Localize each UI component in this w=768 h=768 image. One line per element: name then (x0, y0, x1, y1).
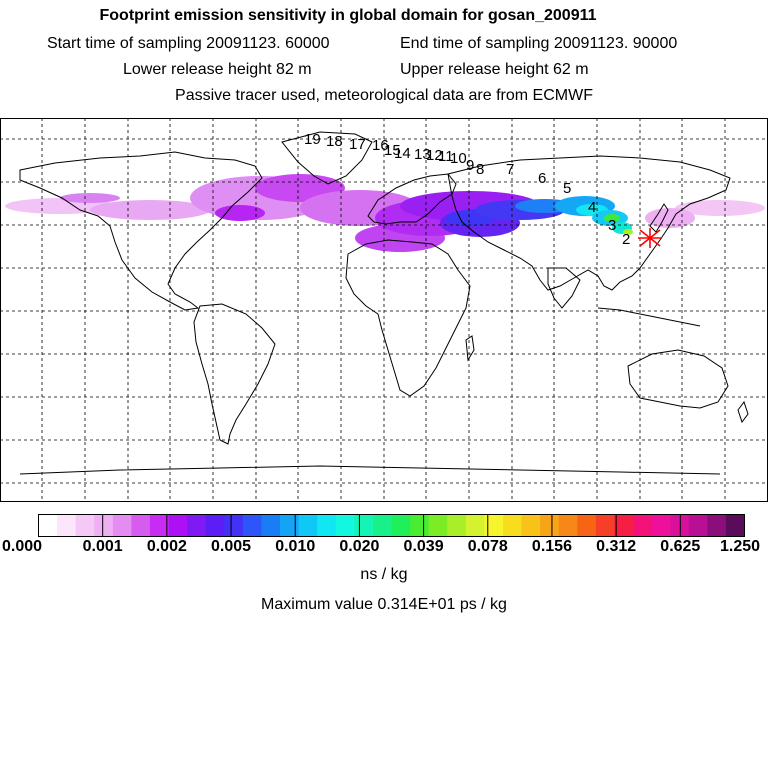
colorbar-tick-label: 0.000 (1, 538, 43, 555)
traj-label: 7 (506, 161, 514, 178)
traj-label: 16 (372, 137, 389, 154)
india (547, 267, 581, 309)
colorbar-cell (372, 514, 392, 537)
colorbar-tick-label: 0.625 (660, 538, 701, 555)
colorbar-cell (149, 514, 169, 537)
colorbar-cell (502, 514, 522, 537)
colorbar-tick-label: 0.039 (403, 538, 444, 555)
colorbar-cell (688, 514, 708, 537)
colorbar-cell (521, 514, 541, 537)
colorbar-cell (670, 514, 690, 537)
colorbar-cell (94, 514, 114, 537)
graticule (0, 118, 768, 502)
colorbar-cell (75, 514, 95, 537)
colorbar-cell (261, 514, 281, 537)
colorbar-cell (447, 514, 467, 537)
traj-label: 5 (563, 180, 571, 197)
asia (447, 155, 731, 291)
traj-label: 11 (438, 148, 454, 165)
footprint-plume (5, 174, 765, 252)
traj-label: 8 (476, 161, 484, 178)
colorbar-cell (224, 514, 244, 537)
traj-label: 6 (538, 170, 546, 187)
colorbar (38, 514, 745, 537)
colorbar-cell (57, 514, 77, 537)
greenland (281, 131, 373, 185)
traj-label: 12 (426, 147, 443, 164)
australia (627, 349, 729, 409)
traj-label: 3 (608, 217, 616, 234)
end-time-label: End time of sampling 20091123. 90000 (400, 35, 678, 52)
traj-label: 14 (394, 145, 411, 162)
colorbar-tick-label: 0.020 (339, 538, 380, 555)
madagascar (465, 335, 475, 362)
indonesia (597, 307, 701, 327)
colorbar-cell (577, 514, 597, 537)
trajectory-labels: 19 18 17 16 15 14 13 12 11 10 9 8 7 6 5 … (304, 131, 630, 248)
colorbar-cell (725, 514, 745, 537)
colorbar-cell (633, 514, 653, 537)
traj-label: 9 (466, 157, 474, 174)
colorbar-cell (131, 514, 151, 537)
start-time-label: Start time of sampling 20091123. 60000 (47, 35, 330, 52)
japan (649, 203, 669, 233)
colorbar-cell (38, 514, 58, 537)
colorbar-cell (242, 514, 262, 537)
colorbar-cell (317, 514, 337, 537)
colorbar-cell (614, 514, 634, 537)
colorbar-cell (484, 514, 504, 537)
south-america (193, 303, 276, 445)
colorbar-cell (540, 514, 560, 537)
colorbar-tick-label: 0.312 (596, 538, 637, 555)
colorbar-cell (112, 514, 132, 537)
colorbar-frame (38, 514, 745, 537)
colorbar-dividers (102, 514, 681, 537)
colorbar-tick-label: 0.156 (531, 538, 572, 555)
colorbar-tick-label: 0.010 (275, 538, 316, 555)
lower-height-label: Lower release height 82 m (123, 61, 312, 78)
colorbar-cell (595, 514, 615, 537)
maximum-value-label: Maximum value 0.314E+01 ps / kg (261, 596, 507, 613)
traj-label: 17 (349, 136, 366, 153)
colorbar-tick-label: 0.001 (82, 538, 123, 555)
colorbar-tick-label: 1.250 (719, 538, 761, 555)
traj-label: 10 (450, 150, 467, 167)
colorbar-cell (410, 514, 430, 537)
colorbar-cell (558, 514, 578, 537)
colorbar-cell (707, 514, 727, 537)
colorbar-cell (280, 514, 300, 537)
traj-label: 4 (588, 199, 596, 216)
colorbar-cell (651, 514, 671, 537)
world-map: 19 18 17 16 15 14 13 12 11 10 9 8 7 6 5 … (0, 118, 768, 502)
traj-label: 2 (622, 231, 630, 248)
upper-height-label: Upper release height 62 m (400, 61, 589, 78)
tracer-label: Passive tracer used, meteorological data… (175, 87, 593, 104)
colorbar-cell (428, 514, 448, 537)
colorbar-cell (354, 514, 374, 537)
colorbar-cell (168, 514, 188, 537)
colorbar-tick-label: 0.005 (211, 538, 252, 555)
release-marker (638, 228, 662, 248)
colorbar-cell (298, 514, 318, 537)
traj-label: 15 (384, 142, 401, 159)
antarctica (19, 465, 721, 475)
colorbar-tick-label: 0.078 (467, 538, 508, 555)
colorbar-cells (38, 514, 745, 537)
colorbar-cell (465, 514, 485, 537)
colorbar-unit: ns / kg (360, 566, 408, 583)
colorbar-cell (391, 514, 411, 537)
traj-label: 19 (304, 131, 321, 148)
colorbar-cell (335, 514, 355, 537)
map-title: Footprint emission sensitivity in global… (99, 7, 597, 24)
colorbar-cell (187, 514, 207, 537)
traj-label: 18 (326, 133, 343, 150)
north-america (19, 151, 263, 311)
new-zealand (737, 400, 749, 424)
colorbar-tick-label: 0.002 (146, 538, 187, 555)
colorbar-cell (205, 514, 225, 537)
traj-label: 13 (414, 146, 431, 163)
